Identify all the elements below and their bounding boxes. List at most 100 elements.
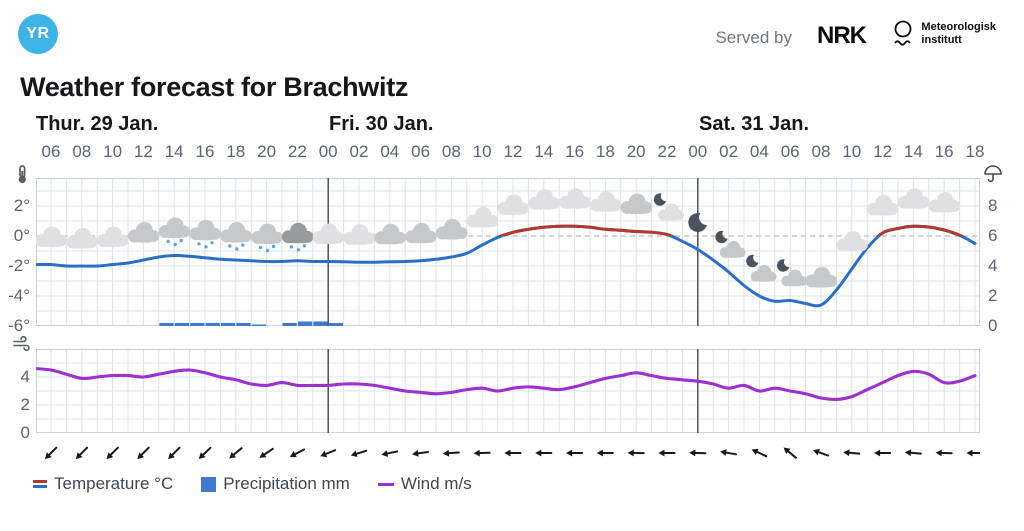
time-label: 22: [287, 142, 307, 161]
time-label: 10: [842, 142, 862, 161]
yr-logo-text: YR: [26, 25, 50, 42]
weather-icon-cloud: [867, 195, 899, 216]
wind-direction-arrow: [75, 446, 89, 460]
wind-legend-icon: [377, 482, 394, 486]
yr-logo[interactable]: YR: [18, 14, 58, 54]
time-label: 12: [133, 142, 153, 161]
time-label: 14: [903, 142, 923, 161]
wind-direction-arrow: [751, 448, 768, 458]
temperature-tick-label: -2°: [8, 256, 30, 275]
wind-direction-arrow: [720, 449, 737, 456]
umbrella-icon: [983, 165, 1003, 189]
weather-icon-sleet: [251, 223, 283, 253]
wind-direction-arrow: [259, 447, 274, 458]
wind-direction-arrow: [198, 446, 212, 459]
wind-direction-arrow: [44, 446, 58, 460]
weather-icon-cloud: [589, 191, 622, 212]
wind-speed-line: [34, 367, 977, 401]
wind-direction-arrow: [874, 449, 892, 457]
weather-icon-cloud: [528, 189, 560, 210]
weather-icon-cloud: [66, 228, 98, 249]
weather-icon-cloud: [928, 192, 961, 213]
weather-icon-moon-cloud: [653, 193, 685, 221]
wind-direction-arrow: [966, 449, 984, 457]
wind-icon: [13, 335, 31, 356]
weather-icon-cloud: [559, 188, 591, 209]
weather-icon-cloud: [620, 193, 653, 214]
wind-direction-arrow: [843, 449, 861, 457]
time-label: 00: [688, 142, 708, 161]
precipitation-tick-label: 6: [988, 226, 998, 245]
weather-icon-cloud: [497, 194, 529, 215]
weather-icon-cloud: [466, 207, 499, 228]
time-label: 16: [565, 142, 585, 161]
legend-item-precipitation: Precipitation mm: [201, 474, 350, 494]
day-label: Thur. 29 Jan.: [36, 113, 159, 135]
wind-direction-arrow: [783, 447, 797, 459]
time-label: 14: [534, 142, 554, 161]
weather-icon-cloud: [805, 267, 837, 288]
thermometer-icon: [14, 165, 30, 189]
time-label: 16: [934, 142, 954, 161]
wind-direction-arrow: [442, 449, 460, 457]
precipitation-tick-label: 4: [988, 256, 998, 275]
wind-tick-label: 4: [20, 367, 30, 386]
served-by-label: Served by: [715, 28, 792, 47]
chart-legend: Temperature °C Precipitation mm Wind m/s: [33, 473, 472, 495]
precipitation-bar: [328, 323, 343, 326]
wind-direction-arrow: [504, 449, 522, 457]
weather-icon-sleet: [189, 219, 221, 249]
time-label: 08: [811, 142, 831, 161]
wind-direction-arrow: [106, 446, 119, 460]
temperature-tick-label: 0°: [13, 226, 30, 245]
met-institute-name-line2: institutt: [921, 34, 962, 46]
time-label: 18: [226, 142, 246, 161]
legend-item-wind: Wind m/s: [377, 474, 472, 494]
precipitation-bar: [236, 323, 251, 326]
wind-speed-svg: [34, 349, 980, 433]
time-label: 06: [41, 142, 61, 161]
wind-direction-arrow: [904, 449, 922, 457]
time-label: 06: [411, 142, 431, 161]
weather-icon-cloud: [97, 226, 129, 247]
temperature-precipitation-chart: [34, 178, 980, 331]
time-label: 12: [873, 142, 893, 161]
weather-icon-cloud: [374, 223, 406, 245]
weather-icon-cloud: [35, 226, 67, 247]
wind-direction-arrow: [381, 450, 399, 457]
wind-direction-arrows-row: [36, 440, 984, 471]
temperature-tick-label: -6°: [8, 316, 30, 335]
wind-direction-arrow: [535, 449, 553, 457]
precipitation-bar: [190, 323, 205, 326]
weather-icon-moon-cloud: [777, 259, 808, 287]
wind-direction-arrow: [412, 449, 430, 457]
precipitation-tick-label: 2: [988, 286, 998, 305]
time-label: 04: [749, 142, 769, 161]
time-label: 08: [441, 142, 461, 161]
wind-direction-arrow: [350, 449, 368, 457]
time-label: 18: [965, 142, 985, 161]
time-label: 08: [72, 142, 92, 161]
wind-tick-label: 0: [20, 423, 30, 442]
weather-icon-sleet: [281, 222, 314, 252]
time-label: 10: [103, 142, 123, 161]
time-label: 02: [349, 142, 369, 161]
precipitation-bar: [298, 321, 313, 326]
day-label: Sat. 31 Jan.: [699, 113, 810, 135]
wind-direction-arrow: [289, 448, 306, 458]
nrk-logo[interactable]: NRK: [817, 22, 867, 49]
time-label: 04: [380, 142, 400, 161]
wind-direction-arrow: [689, 449, 707, 457]
time-label: 12: [503, 142, 523, 161]
met-institute-logo[interactable]: Meteorologisk institutt: [892, 20, 996, 48]
wind-direction-arrow: [320, 449, 337, 458]
wind-direction-arrow: [566, 449, 584, 457]
precipitation-bar: [251, 324, 266, 326]
precipitation-bar: [205, 323, 220, 326]
wind-direction-arrow: [473, 449, 491, 457]
wind-direction-arrow: [627, 449, 645, 457]
weather-icon-sleet: [158, 217, 191, 247]
wind-direction-arrow: [935, 449, 953, 457]
weather-icon-cloud: [312, 223, 345, 244]
temperature-legend-icon: [33, 480, 47, 488]
